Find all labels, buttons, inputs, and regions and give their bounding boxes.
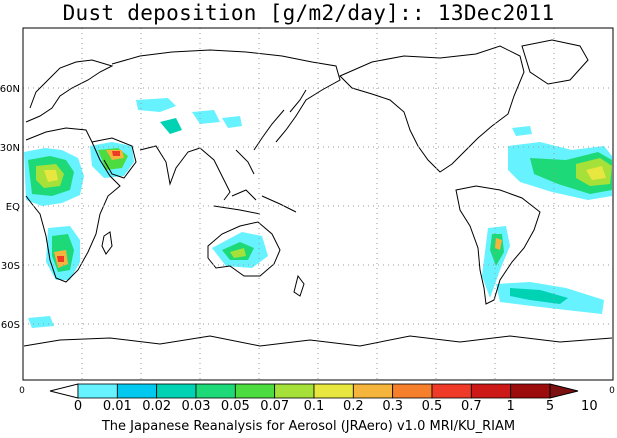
colorbar-tick-label: 1 [507, 399, 515, 414]
dust-region-central-asia [136, 98, 242, 134]
map-border [22, 27, 614, 381]
colorbar-arrow-low [49, 383, 79, 399]
coast-eurasia-north [111, 49, 341, 143]
dust-region-australia [212, 232, 268, 268]
dust-region-sahara [24, 148, 84, 206]
colorbar-tick-label: 0.03 [182, 399, 211, 414]
colorbar: 0 0 0 0.01 0.02 0.03 0.05 0.07 0.1 0.2 0.3 0.5 0.7… [19, 383, 615, 414]
coast-africa [25, 127, 121, 283]
colorbar-band [352, 383, 394, 399]
colorbar-band [392, 383, 433, 399]
colorbar-band [234, 383, 276, 399]
coast-china-japan [253, 89, 307, 151]
colorbar-tick-label: 0.2 [343, 399, 364, 414]
footer-credit: The Japanese Reanalysis for Aerosol (JRA… [101, 419, 516, 434]
coast-north-america [339, 45, 525, 173]
lat-label-60n: 60N [0, 84, 20, 95]
colorbar-band [156, 383, 197, 399]
coast-antarctica [23, 335, 613, 347]
coast-europe [25, 59, 114, 123]
dust-region-patagonia [482, 226, 604, 314]
colorbar-tick-label: 10 [581, 399, 598, 414]
coastlines [23, 39, 613, 347]
colorbar-band [313, 383, 354, 399]
colorbar-tick-label: 0.7 [461, 399, 482, 414]
dust-region-southern-ocean [28, 316, 54, 328]
coast-arabia [91, 137, 137, 179]
coast-india [139, 145, 201, 186]
colorbar-right-tick: 0 [609, 386, 615, 396]
coast-new-zealand [293, 274, 305, 297]
coast-south-america [455, 185, 541, 305]
colorbar-band [195, 383, 236, 399]
colorbar-tick-label: 0.01 [103, 399, 132, 414]
latitude-labels: 60N 30N EQ 30S 60S [0, 84, 20, 331]
colorbar-tick-label: 0.05 [221, 399, 250, 414]
coast-madagascar [101, 231, 113, 255]
colorbar-tick-label: 0.3 [382, 399, 403, 414]
colorbar-band [431, 383, 472, 399]
colorbar-tick-label: 0.1 [304, 399, 325, 414]
colorbar-left-tick: 0 [19, 386, 25, 396]
colorbar-band [510, 383, 551, 399]
coast-greenland [521, 39, 589, 85]
colorbar-tick-label: 0.02 [142, 399, 171, 414]
dust-region-atlantic [508, 126, 612, 200]
coast-se-asia [199, 147, 255, 201]
lat-label-eq: EQ [6, 202, 20, 213]
map-title: Dust deposition [g/m2/day]:: 13Dec2011 [62, 1, 555, 25]
colorbar-band [274, 383, 315, 399]
dust-fields [24, 98, 612, 328]
colorbar-band [77, 383, 118, 399]
dust-region-arabia [90, 142, 134, 178]
colorbar-arrow-high [549, 383, 579, 399]
gridlines [23, 28, 613, 380]
colorbar-tick-label: 0.5 [422, 399, 443, 414]
dust-region-southern-africa [46, 226, 80, 280]
coast-australia [207, 221, 281, 277]
colorbar-tick-label: 5 [546, 399, 554, 414]
lat-label-30n: 30N [0, 143, 20, 154]
coast-indonesia [213, 189, 297, 215]
colorbar-tick-label: 0.07 [260, 399, 289, 414]
colorbar-band [470, 383, 512, 399]
lat-label-60s: 60S [1, 320, 20, 331]
colorbar-tick-label: 0 [74, 399, 82, 414]
colorbar-band [116, 383, 158, 399]
lat-label-30s: 30S [1, 261, 20, 272]
